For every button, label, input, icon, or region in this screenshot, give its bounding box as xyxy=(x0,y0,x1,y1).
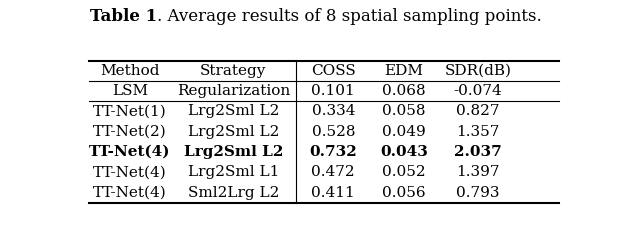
Text: 1.397: 1.397 xyxy=(456,165,500,179)
Text: TT-Net(4): TT-Net(4) xyxy=(93,186,167,200)
Text: 0.472: 0.472 xyxy=(312,165,355,179)
Text: Lrg2Sml L1: Lrg2Sml L1 xyxy=(188,165,279,179)
Text: TT-Net(1): TT-Net(1) xyxy=(93,104,167,118)
Text: Lrg2Sml L2: Lrg2Sml L2 xyxy=(188,125,279,139)
Text: 0.068: 0.068 xyxy=(382,84,425,98)
Text: -0.074: -0.074 xyxy=(454,84,502,98)
Text: 0.049: 0.049 xyxy=(382,125,426,139)
Text: 0.101: 0.101 xyxy=(312,84,355,98)
Text: SDR(dB): SDR(dB) xyxy=(444,64,511,78)
Text: 0.058: 0.058 xyxy=(382,104,425,118)
Text: Strategy: Strategy xyxy=(200,64,267,78)
Text: 0.827: 0.827 xyxy=(456,104,500,118)
Text: Lrg2Sml L2: Lrg2Sml L2 xyxy=(184,145,283,159)
Text: 0.732: 0.732 xyxy=(310,145,357,159)
Text: 0.528: 0.528 xyxy=(312,125,355,139)
Text: LSM: LSM xyxy=(112,84,148,98)
Text: COSS: COSS xyxy=(311,64,356,78)
Text: . Average results of 8 spatial sampling points.: . Average results of 8 spatial sampling … xyxy=(157,8,542,25)
Text: EDM: EDM xyxy=(384,64,423,78)
Text: Lrg2Sml L2: Lrg2Sml L2 xyxy=(188,104,279,118)
Text: 0.043: 0.043 xyxy=(380,145,428,159)
Text: 2.037: 2.037 xyxy=(454,145,502,159)
Text: Regularization: Regularization xyxy=(177,84,290,98)
Text: TT-Net(4): TT-Net(4) xyxy=(89,145,171,159)
Text: 1.357: 1.357 xyxy=(456,125,499,139)
Text: 0.056: 0.056 xyxy=(382,186,425,200)
Text: TT-Net(2): TT-Net(2) xyxy=(93,125,167,139)
Text: 0.334: 0.334 xyxy=(312,104,355,118)
Text: 0.793: 0.793 xyxy=(456,186,500,200)
Text: Table 1: Table 1 xyxy=(90,8,157,25)
Text: 0.052: 0.052 xyxy=(382,165,425,179)
Text: Sml2Lrg L2: Sml2Lrg L2 xyxy=(188,186,279,200)
Text: Method: Method xyxy=(100,64,160,78)
Text: 0.411: 0.411 xyxy=(312,186,355,200)
Text: TT-Net(4): TT-Net(4) xyxy=(93,165,167,179)
